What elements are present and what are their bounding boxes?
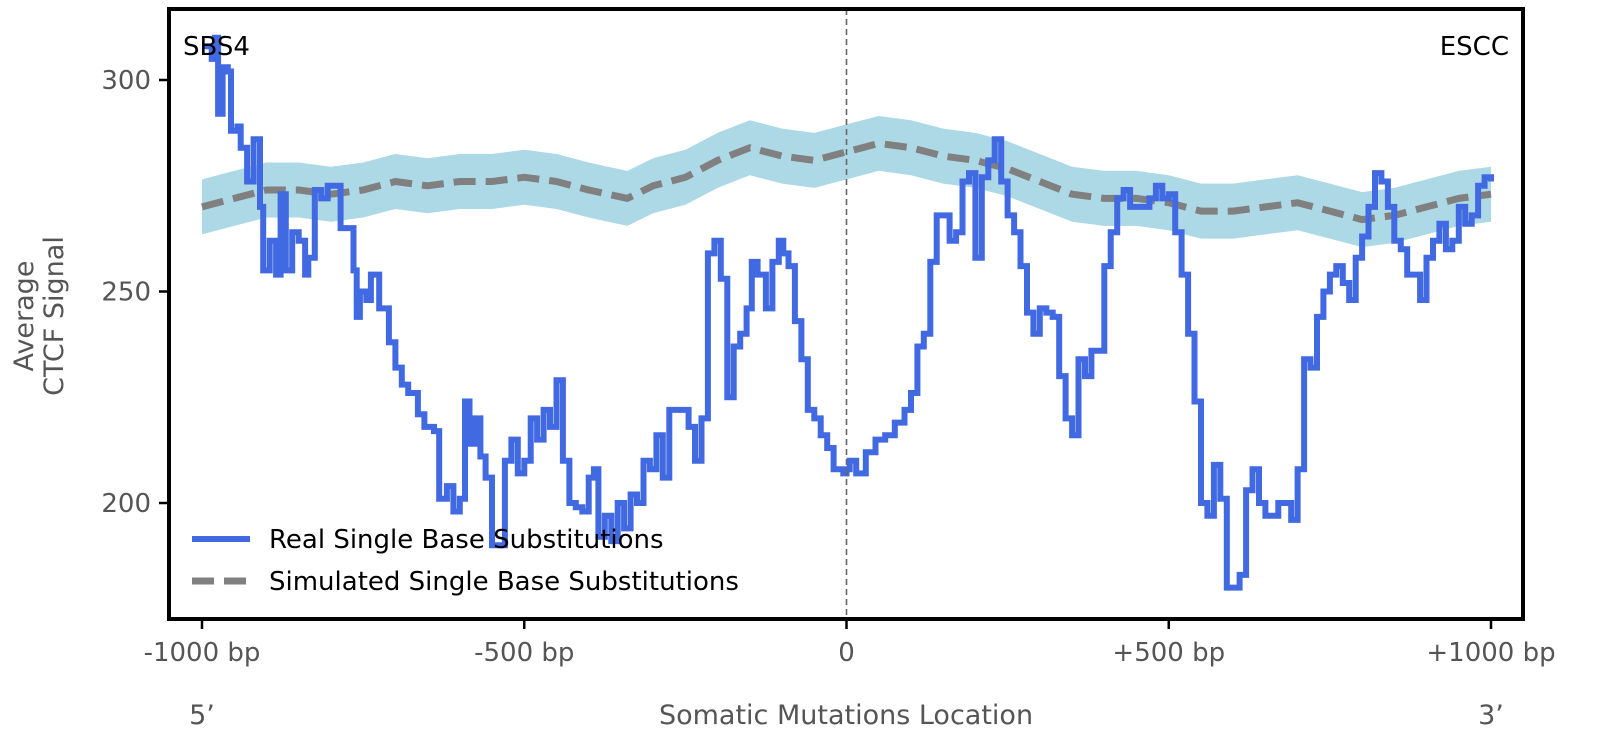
cancer-type-label: ESCC: [1440, 32, 1509, 62]
x-tick-label: +1000 bp: [1426, 638, 1555, 668]
x-axis-title: Somatic Mutations Location: [659, 700, 1033, 731]
y-tick-label: 250: [101, 278, 151, 308]
y-axis-title-line1: Average: [9, 261, 40, 372]
simulated-series-layer: [201, 139, 1492, 224]
strand-3-prime-label: 3’: [1478, 700, 1504, 731]
real-series-line: [202, 34, 1494, 591]
legend-label-simulated: Simulated Single Base Substitutions: [269, 567, 739, 597]
x-tick-label: +500 bp: [1112, 638, 1225, 668]
real-series-layer: [202, 34, 1494, 591]
simulated-confidence-band: [202, 116, 1491, 248]
x-tick-label: -1000 bp: [144, 638, 261, 668]
legend: Real Single Base Substitutions Simulated…: [192, 525, 739, 597]
x-axis-ticks: -1000 bp -500 bp 0 +500 bp +1000 bp: [144, 619, 1556, 668]
x-tick-label: -500 bp: [474, 638, 574, 668]
y-tick-label: 200: [101, 489, 151, 519]
y-axis-title-line2: CTCF Signal: [39, 236, 70, 396]
x-tick-label: 0: [838, 638, 855, 668]
strand-5-prime-label: 5’: [189, 700, 215, 731]
y-axis-ticks: 200 250 300: [101, 66, 169, 519]
legend-label-real: Real Single Base Substitutions: [269, 525, 664, 555]
simulated-series-line: [201, 139, 1492, 224]
signature-label: SBS4: [183, 32, 250, 62]
confidence-band-layer: [202, 116, 1491, 248]
y-tick-label: 300: [101, 66, 151, 96]
